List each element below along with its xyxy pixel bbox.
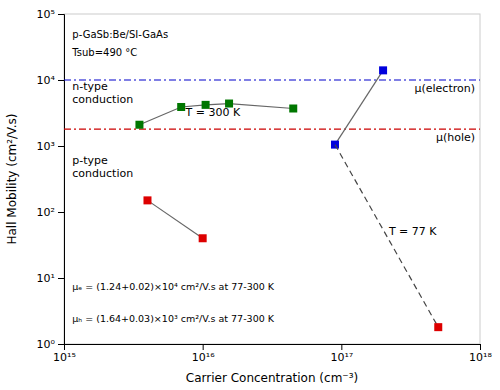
plot-frame	[64, 14, 480, 344]
tick-label: 10¹⁷	[330, 351, 353, 364]
tick: 10¹⁶	[192, 344, 215, 364]
tick: 10⁵	[37, 8, 64, 21]
tick-label: 10¹⁵	[53, 351, 76, 364]
x-axis: 10¹⁵ 10¹⁶ 10¹⁷ 10¹⁸	[53, 344, 492, 364]
annotation: n-typeconduction	[72, 80, 133, 106]
tick: 10¹⁸	[469, 344, 492, 364]
reference-line	[64, 129, 480, 130]
tick-label: 10¹⁶	[192, 351, 215, 364]
marker	[434, 323, 442, 331]
marker	[379, 66, 387, 74]
marker	[177, 103, 185, 111]
tick: 10¹⁵	[53, 344, 76, 364]
tick-mark	[58, 344, 64, 345]
marker	[143, 196, 151, 204]
annotation: p-GaSb:Be/SI-GaAs	[72, 29, 168, 40]
tick-mark	[58, 14, 64, 15]
reference-label: μ(hole)	[436, 131, 475, 144]
chart: 10¹⁵ 10¹⁶ 10¹⁷ 10¹⁸ 10⁰ 10¹ 10² 10³ 10⁴ 10⁵ μ(elec…	[0, 0, 500, 390]
tick-mark	[341, 344, 342, 350]
tick-mark	[58, 80, 64, 81]
tick-label: 10²	[37, 206, 55, 219]
tick: 10⁰	[37, 338, 64, 351]
tick-label: 10¹⁸	[469, 351, 492, 364]
y-axis-title: Hall Mobility (cm²/V.s)	[5, 113, 19, 244]
tick: 10⁴	[37, 74, 64, 87]
tick-mark	[480, 344, 481, 350]
marker	[135, 121, 143, 129]
tick-label: 10³	[37, 140, 55, 153]
tick-label: 10⁰	[37, 338, 56, 351]
reference-line	[64, 79, 480, 80]
axis-line	[65, 345, 481, 351]
marker	[289, 104, 297, 112]
plot-area: 10¹⁵ 10¹⁶ 10¹⁷ 10¹⁸ 10⁰ 10¹ 10² 10³ 10⁴ 10⁵ μ(elec…	[37, 8, 493, 364]
annotation: μₕ = (1.64+0.03)×10³ cm²/V.s at 77-300 K	[72, 313, 274, 324]
tick-mark	[58, 278, 64, 279]
annotation: T = 77 K	[388, 225, 437, 238]
series-line	[147, 200, 202, 238]
y-axis: 10⁰ 10¹ 10² 10³ 10⁴ 10⁵	[37, 8, 65, 351]
tick-label: 10⁵	[37, 8, 55, 21]
series-line	[139, 104, 293, 125]
tick-label: 10¹	[37, 272, 55, 285]
series-line	[335, 145, 438, 328]
marker	[199, 234, 207, 242]
x-axis-title: Carrier Concentration (cm⁻³)	[186, 371, 358, 385]
tick-label: 10⁴	[37, 74, 56, 87]
reference-label: μ(electron)	[414, 82, 475, 95]
annotation: Tsub=490 °C	[71, 47, 137, 58]
tick: 10³	[37, 140, 64, 153]
annotation: p-typeconduction	[72, 154, 133, 180]
series-line	[335, 70, 383, 144]
tick: 10²	[37, 206, 64, 219]
annotation: μₑ = (1.24+0.02)×10⁴ cm²/V.s at 77-300 K	[72, 281, 275, 292]
tick-mark	[203, 344, 204, 350]
marker	[331, 141, 339, 149]
tick: 10¹	[37, 272, 64, 285]
annotation: T = 300 K	[184, 106, 240, 119]
marks	[64, 66, 480, 331]
tick-mark	[58, 212, 64, 213]
tick: 10¹⁷	[330, 344, 353, 364]
tick-mark	[58, 146, 64, 147]
axis-line	[58, 15, 65, 345]
